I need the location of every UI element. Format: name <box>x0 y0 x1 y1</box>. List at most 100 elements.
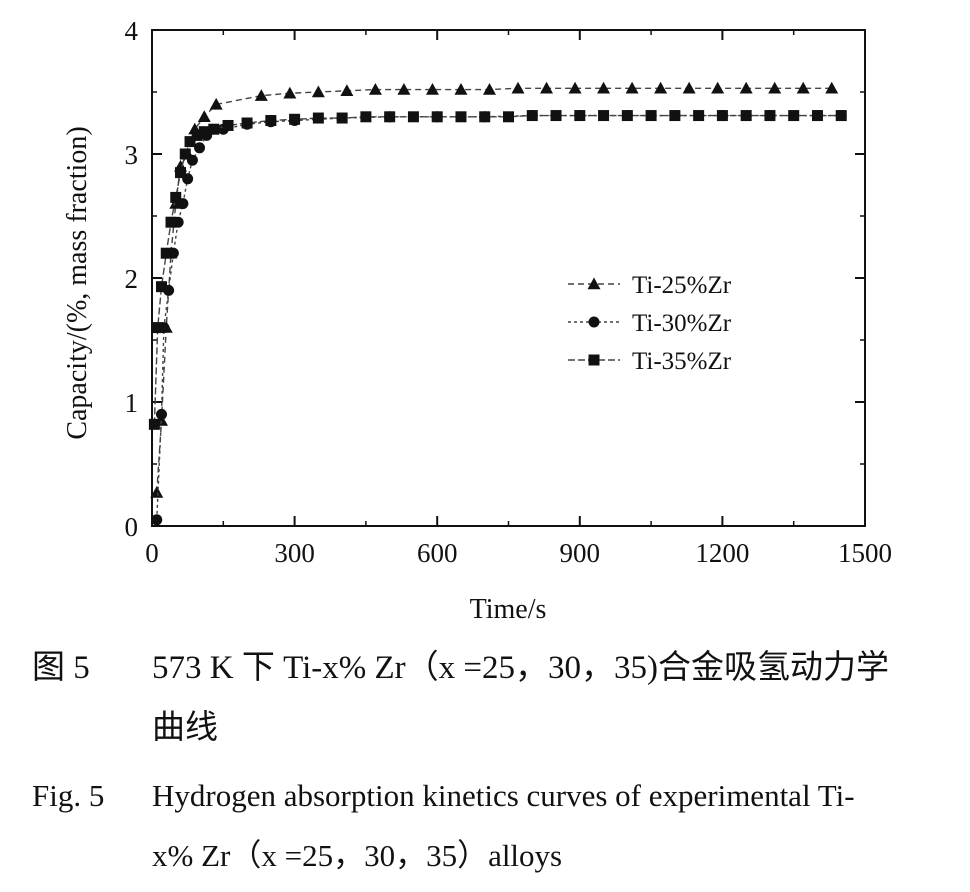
caption-chinese-line-1: 图 5 573 K 下 Ti-x% Zr（x =25，30，35)合金吸氢动力学 <box>32 648 889 688</box>
data-point <box>669 110 681 122</box>
data-point <box>283 86 297 99</box>
data-point <box>788 110 800 122</box>
data-point <box>360 111 372 123</box>
data-point <box>208 123 220 135</box>
legend-marker <box>588 316 600 328</box>
data-point <box>265 115 277 127</box>
series-line <box>156 114 842 520</box>
data-point <box>454 83 468 95</box>
data-point <box>148 418 160 430</box>
data-point <box>711 81 725 94</box>
data-point <box>311 85 325 98</box>
data-point <box>222 119 234 131</box>
legend: Ti-25%Zr Ti-30%Zr Ti-35%Zr <box>568 272 732 375</box>
data-point <box>796 81 810 94</box>
data-point <box>455 111 467 123</box>
series-circle <box>151 110 847 526</box>
legend-label: Ti-25%Zr <box>632 272 732 299</box>
chart-figure: 0 300 600 900 1200 1500 0 1 2 3 4 Ti-25%Zr Ti-30%Zr… <box>62 16 893 625</box>
series-layer <box>148 81 847 526</box>
data-point <box>179 148 191 160</box>
x-tick-label: 900 <box>560 538 601 568</box>
data-point <box>191 129 203 141</box>
data-point <box>198 126 210 138</box>
data-point <box>568 81 582 94</box>
y-tick-label: 1 <box>125 388 139 418</box>
data-point <box>835 110 847 122</box>
y-tick-label: 0 <box>125 512 139 542</box>
y-axis-label: Capacity/(%, mass fraction) <box>62 126 93 439</box>
data-point <box>384 111 396 123</box>
data-point <box>739 81 753 94</box>
data-point <box>645 110 657 122</box>
data-point <box>654 81 668 94</box>
data-point <box>241 117 253 129</box>
data-point <box>312 112 324 124</box>
caption-english-line-2: x% Zr（x =25，30，35）alloys <box>152 838 563 873</box>
data-point <box>716 110 728 122</box>
data-point <box>407 111 419 123</box>
data-point <box>397 83 411 95</box>
x-tick-label: 1500 <box>838 538 892 568</box>
series-triangle <box>150 81 839 498</box>
data-point <box>425 83 439 95</box>
x-tick-label: 0 <box>145 538 159 568</box>
y-tick-label: 4 <box>125 16 139 46</box>
data-point <box>431 111 443 123</box>
caption-english-line-1: Fig. 5 Hydrogen absorption kinetics curve… <box>32 776 855 816</box>
axis-ticks: 0 300 600 900 1200 1500 0 1 2 3 4 <box>125 16 893 568</box>
data-point <box>764 110 776 122</box>
caption-english-text: Hydrogen absorption kinetics curves of e… <box>152 778 855 813</box>
x-tick-label: 600 <box>417 538 458 568</box>
y-tick-label: 2 <box>125 264 139 294</box>
y-tick-label: 3 <box>125 140 139 170</box>
data-point <box>540 81 554 94</box>
plot-area <box>151 29 866 527</box>
data-point <box>197 110 211 122</box>
data-point <box>479 111 491 123</box>
legend-label: Ti-35%Zr <box>632 348 732 375</box>
data-point <box>289 113 301 125</box>
series-line <box>153 114 842 425</box>
data-point <box>503 111 514 123</box>
x-tick-label: 300 <box>274 538 315 568</box>
data-point <box>368 83 382 95</box>
data-point <box>682 81 696 94</box>
data-point <box>175 167 187 179</box>
data-point <box>254 89 268 101</box>
x-tick-label: 1200 <box>695 538 749 568</box>
data-point <box>194 142 206 154</box>
data-point <box>825 81 839 94</box>
plot-frame <box>151 29 866 527</box>
data-point <box>151 514 163 526</box>
data-point <box>740 110 752 122</box>
data-point <box>550 110 562 122</box>
data-point <box>209 97 223 110</box>
legend-marker <box>588 354 600 366</box>
caption-chinese-line-2: 曲线 <box>152 710 218 746</box>
legend-entry: Ti-25%Zr <box>568 272 732 299</box>
x-axis-label: Time/s <box>470 594 547 625</box>
caption-chinese-text: 573 K 下 Ti-x% Zr（x =25，30，35)合金吸氢动力学 <box>152 650 889 686</box>
data-point <box>152 322 164 334</box>
data-point <box>511 81 525 94</box>
series-square <box>148 110 847 430</box>
data-point <box>768 81 782 94</box>
data-point <box>598 110 610 122</box>
data-point <box>340 84 354 96</box>
caption-chinese-label: 图 5 <box>32 650 90 686</box>
data-point <box>625 81 639 94</box>
caption-english-label: Fig. 5 <box>32 778 105 813</box>
legend-entry: Ti-35%Zr <box>568 348 732 375</box>
legend-label: Ti-30%Zr <box>632 310 732 337</box>
data-point <box>170 191 182 203</box>
data-point <box>526 110 538 122</box>
data-point <box>150 486 164 498</box>
data-point <box>621 110 633 122</box>
data-point <box>156 281 168 293</box>
data-point <box>811 110 823 122</box>
data-point <box>160 247 172 259</box>
data-point <box>184 136 196 148</box>
data-point <box>693 110 705 122</box>
data-point <box>156 408 168 420</box>
